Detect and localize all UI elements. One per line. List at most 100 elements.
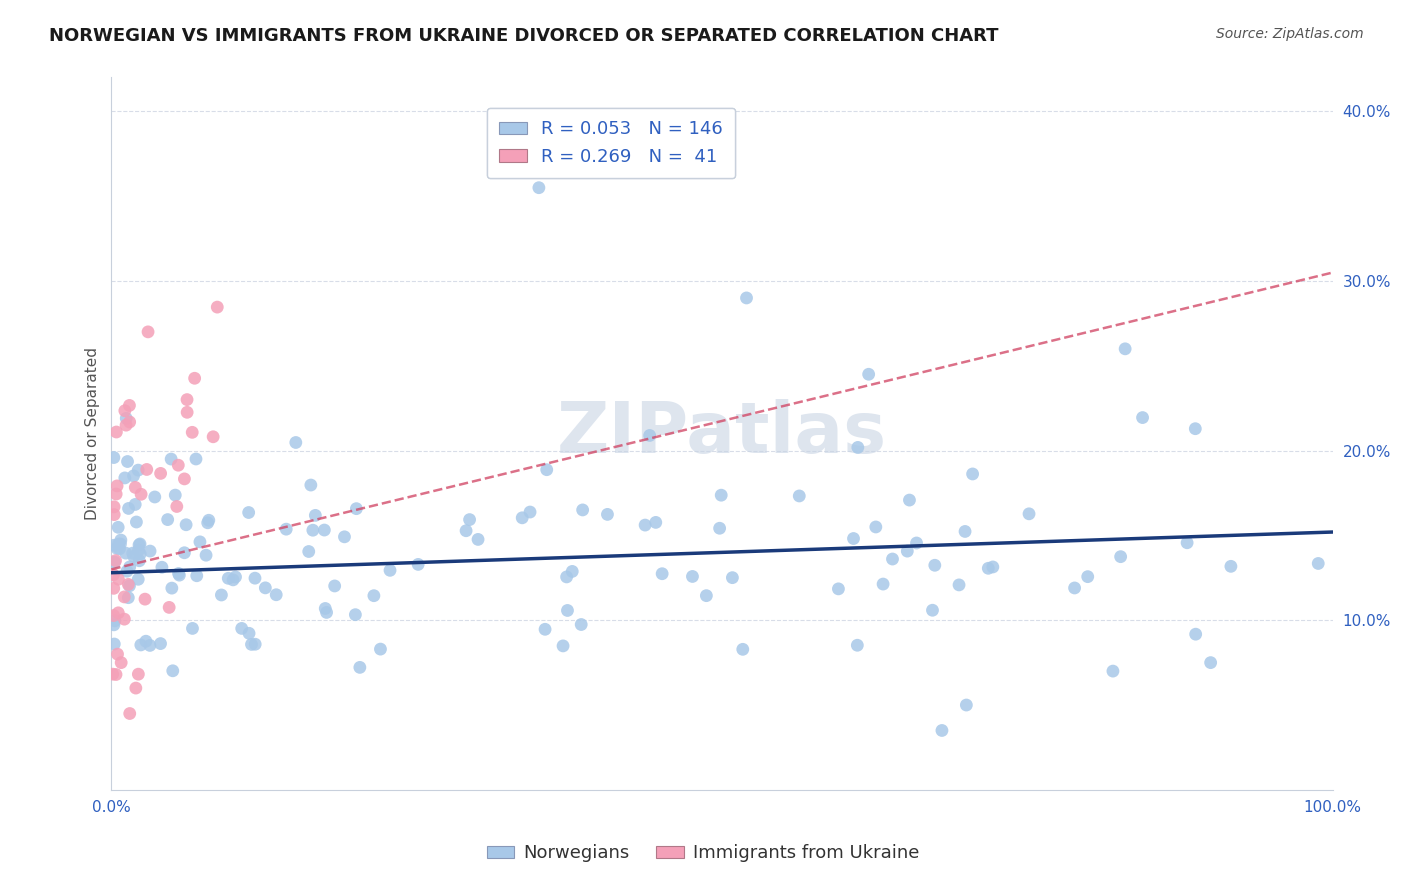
Point <box>276 522 298 536</box>
Point <box>129 537 152 551</box>
Point <box>108 541 131 556</box>
Point <box>129 487 152 501</box>
Point <box>882 552 904 566</box>
Y-axis label: Divorced or Separated: Divorced or Separated <box>86 347 100 520</box>
Point <box>1109 549 1132 564</box>
Point <box>162 664 184 678</box>
Point <box>107 537 129 551</box>
Point <box>638 428 661 442</box>
Point <box>1114 342 1136 356</box>
Point <box>1175 535 1198 549</box>
Point <box>454 524 477 538</box>
Point <box>1308 557 1330 571</box>
Point <box>134 592 156 607</box>
Point <box>458 513 481 527</box>
Point <box>981 560 1004 574</box>
Point <box>105 425 128 439</box>
Point <box>217 571 239 585</box>
Point <box>127 572 149 586</box>
Point <box>931 723 953 738</box>
Point <box>534 622 557 636</box>
Point <box>127 667 149 681</box>
Point <box>243 571 266 585</box>
Point <box>858 368 880 382</box>
Point <box>557 603 579 617</box>
Point <box>536 463 558 477</box>
Point <box>872 577 894 591</box>
Point <box>240 637 263 651</box>
Point <box>174 517 197 532</box>
Point <box>731 642 754 657</box>
Point <box>846 638 869 652</box>
Point <box>167 566 190 581</box>
Point <box>103 538 125 552</box>
Point <box>139 639 162 653</box>
Point <box>118 579 141 593</box>
Point <box>129 547 152 561</box>
Point <box>569 617 592 632</box>
Point <box>118 560 141 574</box>
Point <box>561 565 583 579</box>
Point <box>103 508 125 522</box>
Point <box>104 614 127 628</box>
Point <box>721 571 744 585</box>
Point <box>165 488 187 502</box>
Point <box>333 530 356 544</box>
Point <box>103 582 125 596</box>
Point <box>105 487 128 501</box>
Point <box>1102 664 1125 678</box>
Point <box>110 656 132 670</box>
Point <box>735 291 758 305</box>
Point <box>948 578 970 592</box>
Point <box>238 626 260 640</box>
Point <box>167 458 190 473</box>
Point <box>149 637 172 651</box>
Point <box>169 568 191 582</box>
Point <box>103 608 125 623</box>
Point <box>1018 507 1040 521</box>
Point <box>846 441 869 455</box>
Point <box>115 411 138 425</box>
Text: ZIPatlas: ZIPatlas <box>557 399 887 468</box>
Point <box>344 501 367 516</box>
Point <box>315 606 337 620</box>
Point <box>634 518 657 533</box>
Point <box>1219 559 1241 574</box>
Point <box>596 508 619 522</box>
Point <box>110 533 132 547</box>
Point <box>323 579 346 593</box>
Point <box>114 471 136 485</box>
Point <box>160 452 183 467</box>
Point <box>112 612 135 626</box>
Point <box>314 523 336 537</box>
Point <box>186 568 208 582</box>
Point <box>896 544 918 558</box>
Point <box>129 638 152 652</box>
Point <box>115 564 138 578</box>
Point <box>181 425 204 440</box>
Point <box>302 523 325 537</box>
Point <box>176 392 198 407</box>
Point <box>827 582 849 596</box>
Point <box>1184 422 1206 436</box>
Point <box>118 415 141 429</box>
Point <box>298 544 321 558</box>
Point <box>124 480 146 494</box>
Point <box>135 634 157 648</box>
Point <box>122 549 145 564</box>
Point <box>344 607 367 622</box>
Legend: R = 0.053   N = 146, R = 0.269   N =  41: R = 0.053 N = 146, R = 0.269 N = 41 <box>486 108 735 178</box>
Point <box>156 513 179 527</box>
Point <box>519 505 541 519</box>
Point <box>238 506 260 520</box>
Point <box>349 660 371 674</box>
Point <box>682 569 704 583</box>
Point <box>127 543 149 558</box>
Point <box>139 544 162 558</box>
Point <box>188 534 211 549</box>
Point <box>977 561 1000 575</box>
Point <box>114 546 136 560</box>
Point <box>117 501 139 516</box>
Point <box>953 524 976 539</box>
Point <box>209 588 232 602</box>
